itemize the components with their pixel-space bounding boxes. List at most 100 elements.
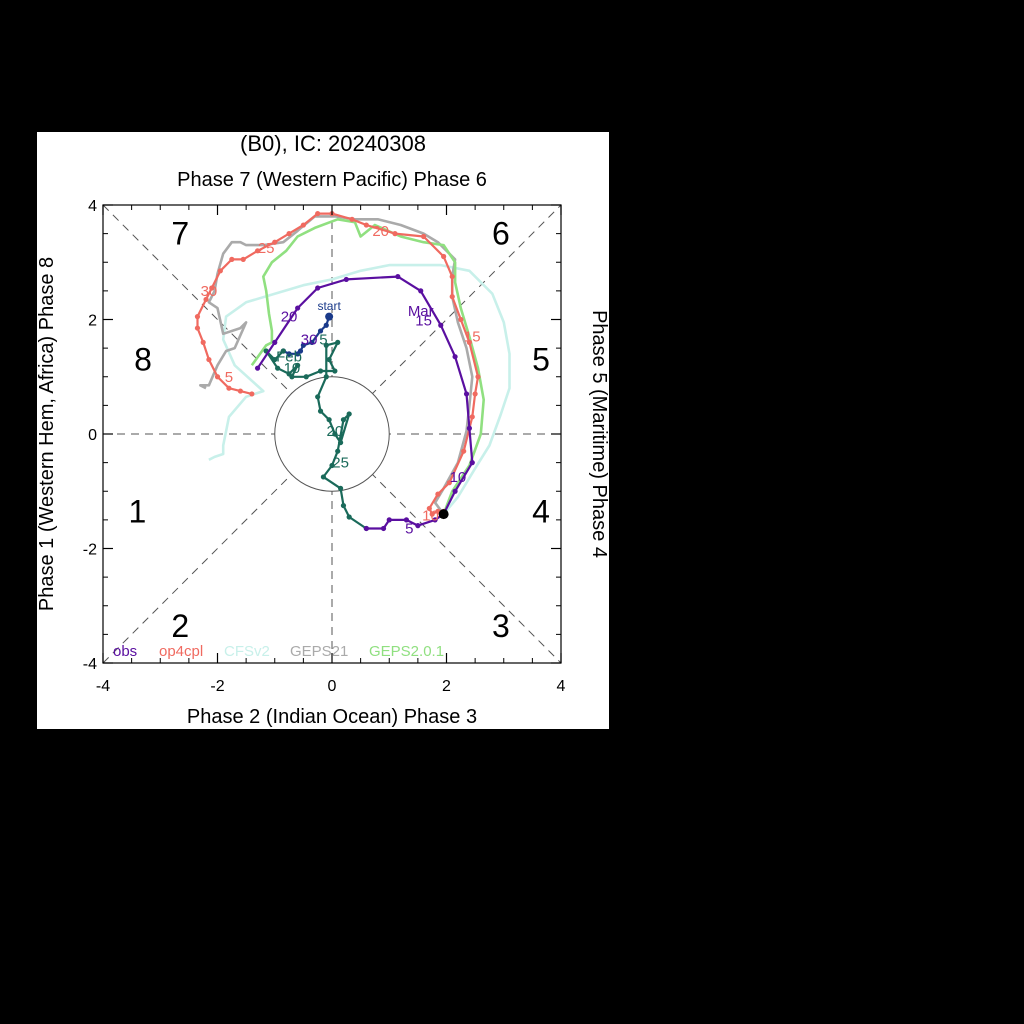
data-point — [317, 368, 324, 374]
phase-number: 8 — [134, 342, 152, 378]
axis-label-top: Phase 7 (Western Pacific) Phase 6 — [177, 169, 487, 191]
data-point — [315, 210, 321, 217]
data-point — [335, 448, 341, 454]
data-point — [286, 231, 292, 237]
axis-label-left: Phase 1 (Western Hem, Africa) Phase 8 — [37, 257, 58, 611]
data-point — [452, 354, 458, 360]
legend-entry: GEPS21 — [290, 643, 348, 660]
y-tick-label: 2 — [88, 313, 97, 330]
data-point — [323, 374, 329, 380]
data-point — [329, 462, 335, 469]
data-label: Mar — [408, 303, 434, 320]
phase-number: 4 — [532, 493, 550, 529]
data-point — [229, 256, 235, 262]
data-point — [472, 391, 478, 397]
data-point — [320, 474, 327, 480]
x-tick-label: 4 — [557, 678, 566, 695]
series-line-obs — [265, 341, 367, 530]
data-point — [272, 339, 278, 345]
data-label: 10 — [450, 469, 467, 486]
data-label: 20 — [372, 223, 389, 240]
mjo-phase-diagram: (B0), IC: 20240308 Phase 7 (Western Paci… — [37, 132, 609, 728]
data-point — [426, 505, 432, 512]
chart-title: (B0), IC: 20240308 — [240, 132, 426, 156]
data-point — [214, 374, 221, 380]
data-label: 30 — [301, 332, 318, 349]
data-point — [469, 460, 475, 466]
data-point — [332, 431, 338, 437]
frame-layer: -4 -2 0 2 4 -4 -2 0 2 4 — [83, 198, 566, 695]
data-point — [217, 268, 223, 274]
phase-number: 2 — [171, 608, 189, 644]
data-point — [286, 351, 292, 357]
data-point — [203, 296, 209, 303]
data-point — [240, 256, 246, 262]
data-point — [438, 322, 444, 328]
data-point — [421, 233, 427, 240]
data-point — [206, 356, 212, 363]
legend: obs op4cpl CFSv2 GEPS21 GEPS2.0.1 — [113, 643, 444, 660]
data-point — [326, 356, 332, 363]
x-tick-label: -2 — [210, 678, 224, 695]
data-label: 20 — [281, 309, 298, 326]
data-point — [335, 339, 341, 345]
data-label: 25 — [258, 240, 275, 257]
data-point — [386, 517, 392, 523]
legend-entry: obs — [113, 643, 137, 660]
axis-label-bottom: Phase 2 (Indian Ocean) Phase 3 — [187, 706, 477, 728]
series-line-cfsv2 — [208, 263, 511, 515]
data-point — [315, 394, 321, 400]
data-point — [300, 342, 306, 348]
data-point — [461, 448, 467, 454]
data-point — [303, 374, 309, 380]
data-point — [275, 365, 281, 371]
start-marker — [325, 312, 334, 321]
phase-number: 7 — [171, 216, 189, 252]
chart-panel: (B0), IC: 20240308 Phase 7 (Western Paci… — [37, 132, 609, 729]
data-point — [280, 348, 286, 354]
phase-number: 1 — [128, 493, 146, 529]
x-tick-label: -4 — [96, 678, 110, 695]
data-label: start — [317, 299, 341, 313]
data-label: 10 — [284, 360, 301, 377]
unit-circle — [274, 376, 390, 492]
data-point — [449, 273, 455, 280]
data-point — [295, 362, 301, 368]
data-label: 30 — [201, 283, 218, 300]
series-line-geps2-0-1 — [250, 218, 486, 515]
legend-entry: CFSv2 — [224, 643, 270, 660]
data-point — [315, 285, 321, 291]
data-point — [441, 253, 447, 260]
data-label: 5 — [319, 332, 327, 349]
data-point — [289, 374, 295, 380]
data-label: 25 — [332, 455, 349, 472]
data-point — [449, 294, 455, 300]
data-label: 20 — [327, 423, 344, 440]
data-point — [340, 417, 347, 423]
data-point — [237, 388, 243, 394]
data-point — [346, 411, 352, 417]
data-point — [340, 502, 347, 509]
data-point — [194, 314, 201, 320]
series-line-geps21 — [199, 215, 474, 515]
data-label: 15 — [415, 313, 432, 330]
data-point — [429, 511, 435, 517]
grid-layer: 7 6 8 5 1 4 2 3 — [102, 204, 562, 664]
data-point — [309, 339, 315, 345]
data-point — [343, 276, 349, 283]
data-label: 5 — [225, 369, 233, 386]
data-point — [458, 316, 464, 323]
data-point — [326, 417, 332, 423]
data-point — [415, 523, 421, 529]
phase-number: 3 — [492, 608, 510, 644]
data-point — [446, 480, 452, 486]
series-layer — [194, 210, 511, 532]
legend-entry: op4cpl — [159, 643, 203, 660]
phase-number: 5 — [532, 342, 550, 378]
data-point — [418, 288, 424, 294]
data-point — [226, 385, 232, 391]
data-point — [475, 374, 481, 380]
data-point — [254, 248, 261, 254]
data-point — [432, 517, 438, 523]
